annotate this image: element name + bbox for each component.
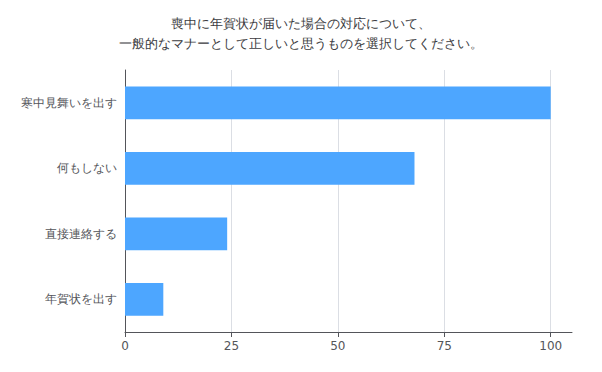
svg-text:喪中に年賀状が届いた場合の対応について、: 喪中に年賀状が届いた場合の対応について、 xyxy=(171,16,431,31)
svg-text:一般的なマナーとして正しいと思うものを選択してください。: 一般的なマナーとして正しいと思うものを選択してください。 xyxy=(119,36,483,51)
svg-text:50: 50 xyxy=(330,339,345,353)
svg-text:何もしない: 何もしない xyxy=(57,161,117,175)
svg-text:0: 0 xyxy=(121,339,129,353)
svg-text:75: 75 xyxy=(437,339,452,353)
svg-text:直接連絡する: 直接連絡する xyxy=(45,227,117,241)
svg-text:25: 25 xyxy=(224,339,239,353)
svg-text:年賀状を出す: 年賀状を出す xyxy=(45,292,117,306)
svg-text:100: 100 xyxy=(539,339,562,353)
svg-text:寒中見舞いを出す: 寒中見舞いを出す xyxy=(21,96,117,110)
